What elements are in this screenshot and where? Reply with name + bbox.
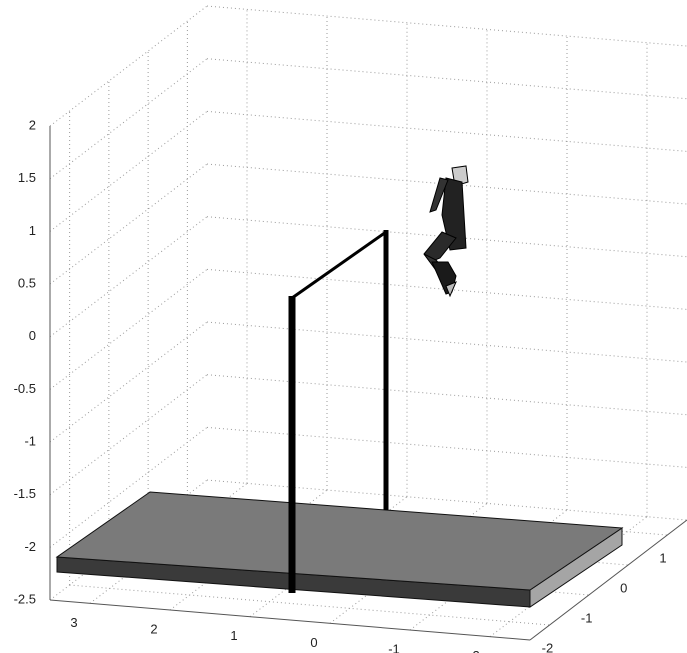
grid-line (207, 375, 687, 415)
x-tick-label: -2 (468, 648, 480, 653)
z-tick-label: 1 (29, 223, 36, 238)
scene (57, 166, 622, 607)
z-tick-label: 2 (29, 117, 36, 132)
z-tick-label: -2 (24, 539, 36, 554)
grid-line (50, 269, 207, 389)
x-tick-label: 1 (230, 628, 237, 643)
y-tick-label: -2 (542, 640, 554, 653)
grid-line (50, 164, 207, 284)
grid-line (207, 59, 687, 99)
grid-line (50, 375, 207, 495)
grid-line (207, 6, 687, 46)
x-tick-label: -1 (388, 641, 400, 653)
z-tick-label: -2.5 (14, 591, 36, 606)
axis-line (50, 600, 530, 640)
grid-line (50, 217, 207, 337)
y-tick-label: -1 (581, 610, 593, 625)
z-tick-label: -0.5 (14, 381, 36, 396)
z-tick-label: 0.5 (18, 275, 36, 290)
grid-line (50, 59, 207, 179)
x-tick-label: 3 (70, 615, 77, 630)
grid-line (207, 427, 687, 467)
z-tick-label: -1 (24, 433, 36, 448)
x-tick-label: 0 (310, 635, 317, 650)
gymnast (424, 166, 468, 296)
z-tick-label: -1.5 (14, 486, 36, 501)
high-bar (292, 232, 386, 298)
grid-line (207, 322, 687, 362)
grid-line (207, 111, 687, 151)
x-tick-label: 2 (150, 621, 157, 636)
z-tick-label: 1.5 (18, 170, 36, 185)
z-tick-label: 0 (29, 328, 36, 343)
y-tick-label: 1 (659, 550, 666, 565)
grid-line (50, 111, 207, 231)
grid-line (50, 322, 207, 442)
chart: -2.5 -2 -1.5 -1 -0.5 0 0.5 1 1.5 2 -2 -1 0 1 2 3 -2 -1 0 1 (0, 0, 687, 653)
grid-line (50, 6, 207, 126)
y-tick-label: 0 (620, 580, 627, 595)
